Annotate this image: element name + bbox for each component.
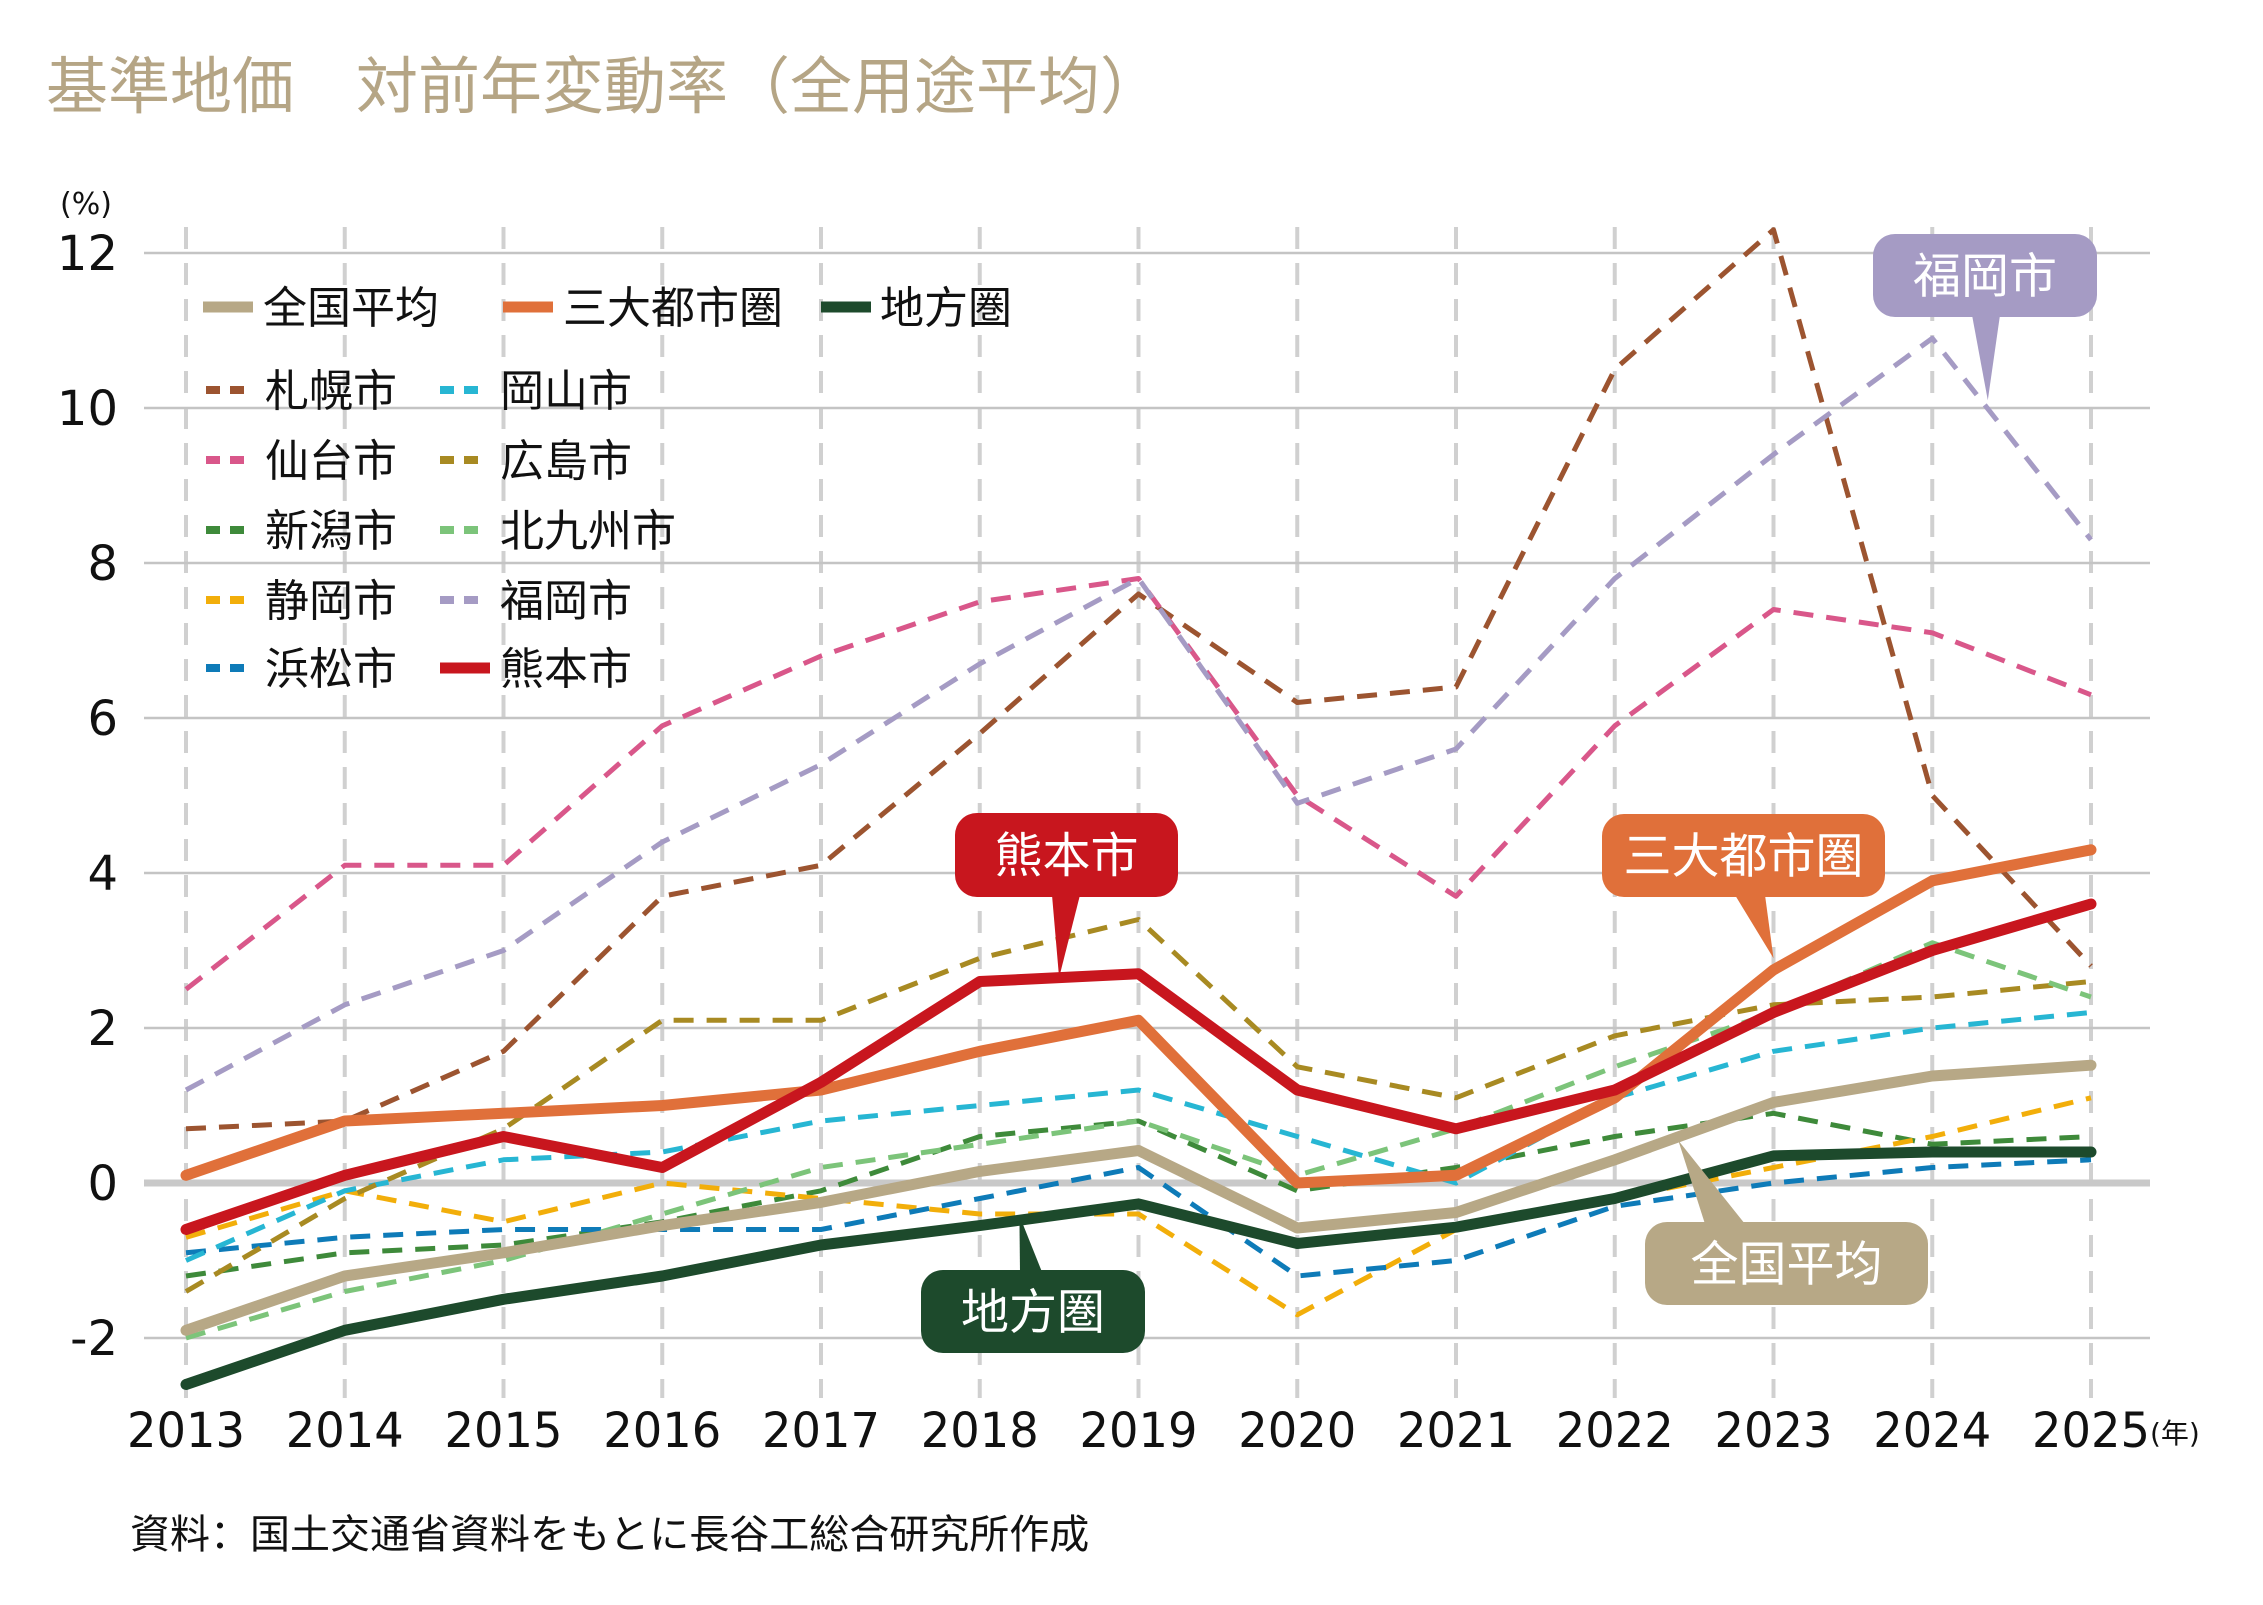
x-tick-label: 2023 bbox=[1715, 1403, 1833, 1459]
callout-label: 熊本市 bbox=[994, 828, 1138, 884]
y-tick-label: -2 bbox=[70, 1311, 118, 1367]
callout-pointer bbox=[1678, 1140, 1745, 1224]
series-line-kumamoto bbox=[180, 898, 2097, 1235]
callout-metro: 三大都市圏 bbox=[1602, 814, 1885, 959]
x-tick-label: 2014 bbox=[286, 1403, 404, 1459]
legend-item-metro: 三大都市圏 bbox=[503, 283, 783, 334]
series-line-metro bbox=[180, 844, 2097, 1189]
y-tick-label: 12 bbox=[57, 226, 118, 282]
legend-item-sendai: 仙台市 bbox=[206, 436, 397, 487]
legend-item-sapporo: 札幌市 bbox=[206, 366, 397, 417]
legend-label: 岡山市 bbox=[500, 366, 632, 417]
series-line-national bbox=[180, 1059, 2097, 1336]
callout-label: 地方圏 bbox=[961, 1285, 1105, 1341]
legend-label: 浜松市 bbox=[265, 644, 397, 695]
legend-item-hamamatsu: 浜松市 bbox=[206, 644, 397, 695]
x-tick-label: 2019 bbox=[1080, 1403, 1198, 1459]
x-axis: 2013 2014 2015 2016 2017 2018 2019 2020 2021 2022… bbox=[127, 1403, 2200, 1459]
callout-pointer bbox=[1972, 315, 2000, 401]
x-tick-label: 2013 bbox=[127, 1403, 245, 1459]
x-tick-label: 2021 bbox=[1397, 1403, 1515, 1459]
callout-box bbox=[921, 1270, 1145, 1353]
legend-label: 三大都市圏 bbox=[563, 283, 783, 334]
chart-title: 基準地価 対前年変動率（全用途平均） bbox=[46, 50, 1162, 123]
series-lines bbox=[180, 227, 2097, 1390]
y-tick-label: 0 bbox=[87, 1156, 118, 1212]
legend-item-niigata: 新潟市 bbox=[206, 506, 397, 557]
legend-item-kitakyushu: 北九州市 bbox=[440, 506, 676, 557]
callout-kumamoto: 熊本市 bbox=[955, 813, 1178, 978]
series-line-sapporo bbox=[185, 227, 2093, 1132]
legend-item-kumamoto: 熊本市 bbox=[440, 644, 632, 695]
series-line-regional bbox=[180, 1146, 2097, 1390]
callout-pointer bbox=[1019, 1215, 1042, 1272]
callout-box bbox=[955, 813, 1178, 897]
callout-pointer bbox=[1735, 895, 1774, 959]
legend-label: 熊本市 bbox=[500, 644, 632, 695]
legend-label: 札幌市 bbox=[265, 366, 397, 417]
x-tick-label: 2024 bbox=[1873, 1403, 1991, 1459]
callout-label: 三大都市圏 bbox=[1623, 829, 1863, 885]
legend-label: 北九州市 bbox=[500, 506, 676, 557]
x-tick-label: 2015 bbox=[445, 1403, 563, 1459]
legend-item-regional: 地方圏 bbox=[821, 283, 1012, 334]
legend-label: 新潟市 bbox=[265, 506, 397, 557]
y-tick-label: 4 bbox=[87, 846, 118, 902]
y-axis-unit: (%) bbox=[60, 187, 112, 222]
y-tick-label: 8 bbox=[87, 536, 118, 592]
legend-label: 静岡市 bbox=[265, 576, 397, 627]
x-tick-label: 2025 bbox=[2032, 1403, 2150, 1459]
x-tick-label: 2016 bbox=[603, 1403, 721, 1459]
series-line-hamamatsu bbox=[185, 1157, 2092, 1279]
y-tick-label: 10 bbox=[57, 381, 118, 437]
x-tick-label: 2017 bbox=[762, 1403, 880, 1459]
callout-regional: 地方圏 bbox=[921, 1215, 1145, 1353]
legend-item-hiroshima: 広島市 bbox=[440, 436, 632, 487]
callout-pointer bbox=[1052, 895, 1080, 978]
y-tick-label: 6 bbox=[87, 691, 118, 747]
x-tick-label: 2022 bbox=[1556, 1403, 1674, 1459]
callout-box bbox=[1602, 814, 1885, 897]
legend-item-shizuoka: 静岡市 bbox=[206, 576, 397, 627]
callout-label: 全国平均 bbox=[1690, 1237, 1882, 1293]
series-line-niigata bbox=[185, 1110, 2092, 1279]
x-tick-label: 2018 bbox=[921, 1403, 1039, 1459]
x-tick-label: 2020 bbox=[1238, 1403, 1356, 1459]
legend-label: 仙台市 bbox=[265, 436, 397, 487]
series-line-sendai bbox=[184, 576, 2092, 992]
x-axis-unit: (年) bbox=[2150, 1417, 2200, 1450]
legend-label: 福岡市 bbox=[500, 576, 632, 627]
legend-item-okayama: 岡山市 bbox=[440, 366, 632, 417]
series-line-fukuoka bbox=[184, 335, 2093, 1093]
legend-item-national: 全国平均 bbox=[203, 283, 439, 334]
series-line-okayama bbox=[184, 1010, 2092, 1263]
callout-box bbox=[1873, 234, 2097, 317]
y-axis: 12 10 8 6 4 2 0 -2 bbox=[57, 226, 118, 1367]
series-line-shizuoka bbox=[185, 1095, 2092, 1318]
series-line-hiroshima bbox=[184, 917, 2092, 1294]
callout-box bbox=[1645, 1222, 1928, 1305]
legend-label: 広島市 bbox=[500, 436, 632, 487]
callout-fukuoka: 福岡市 bbox=[1873, 234, 2097, 401]
legend-label: 全国平均 bbox=[263, 283, 439, 334]
y-tick-label: 2 bbox=[87, 1001, 118, 1057]
source-note: 資料：国土交通省資料をもとに長谷工総合研究所作成 bbox=[130, 1512, 1089, 1558]
legend-label: 地方圏 bbox=[880, 283, 1012, 334]
callout-national: 全国平均 bbox=[1645, 1140, 1928, 1305]
callout-label: 福岡市 bbox=[1913, 249, 2057, 305]
legend-item-fukuoka: 福岡市 bbox=[440, 576, 632, 627]
